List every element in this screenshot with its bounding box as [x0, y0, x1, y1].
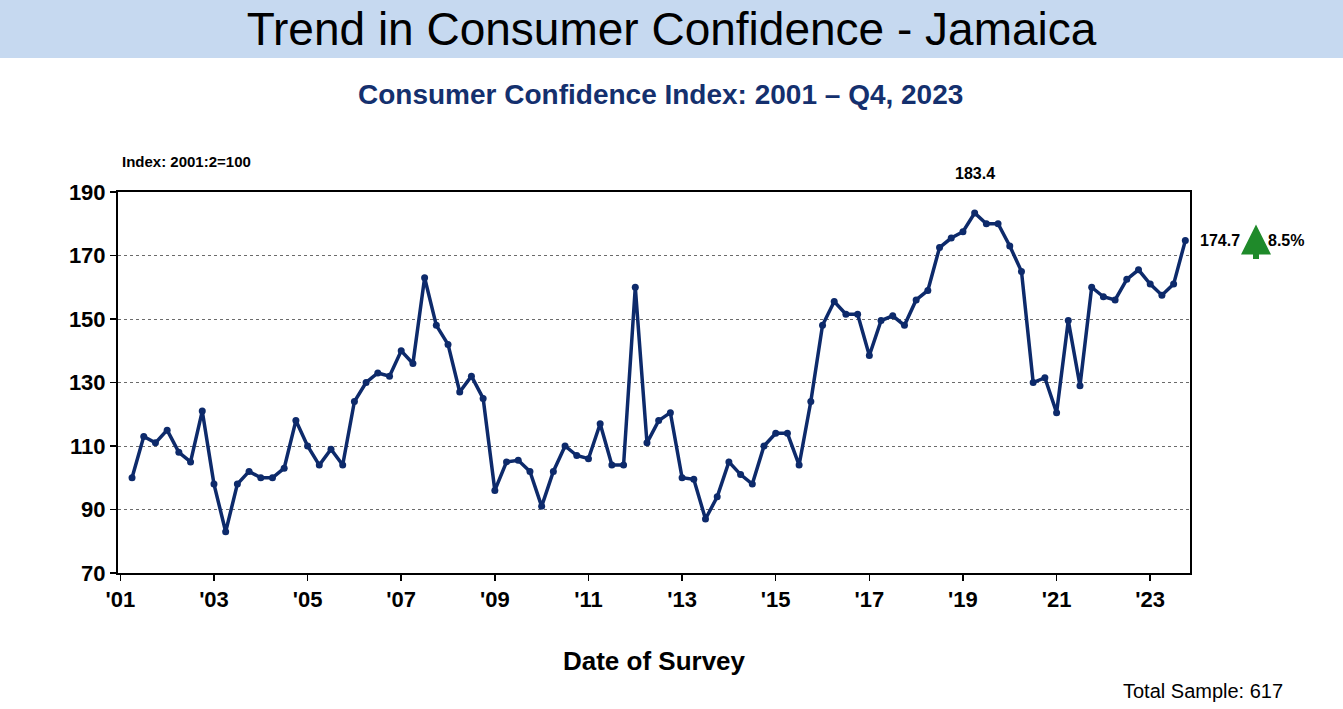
svg-text:'23: '23 — [1135, 587, 1165, 612]
svg-text:Index: 2001:2=100: Index: 2001:2=100 — [122, 153, 251, 170]
svg-text:'15: '15 — [761, 587, 791, 612]
svg-text:'13: '13 — [667, 587, 697, 612]
svg-text:'07: '07 — [386, 587, 416, 612]
svg-text:'09: '09 — [480, 587, 510, 612]
svg-text:130: 130 — [69, 370, 106, 395]
svg-text:183.4: 183.4 — [955, 165, 995, 182]
svg-text:174.7: 174.7 — [1200, 232, 1240, 249]
svg-text:'01: '01 — [105, 587, 135, 612]
svg-text:Total Sample: 617: Total Sample: 617 — [1123, 680, 1283, 702]
svg-text:Trend in Consumer Confidence -: Trend in Consumer Confidence - Jamaica — [247, 3, 1097, 55]
svg-text:110: 110 — [70, 434, 106, 459]
svg-text:70: 70 — [81, 561, 105, 586]
svg-text:8.5%: 8.5% — [1268, 232, 1304, 249]
svg-text:90: 90 — [81, 497, 105, 522]
svg-text:'11: '11 — [574, 587, 603, 612]
svg-text:150: 150 — [69, 307, 106, 332]
svg-text:'17: '17 — [854, 587, 884, 612]
svg-text:'05: '05 — [293, 587, 323, 612]
svg-text:'19: '19 — [948, 587, 978, 612]
svg-text:170: 170 — [69, 243, 106, 268]
svg-text:'03: '03 — [199, 587, 229, 612]
svg-text:Date of Survey: Date of Survey — [563, 646, 746, 676]
svg-text:'21: '21 — [1042, 587, 1072, 612]
svg-text:Consumer Confidence Index: 200: Consumer Confidence Index: 2001 – Q4, 20… — [358, 79, 963, 110]
svg-text:190: 190 — [69, 180, 106, 205]
